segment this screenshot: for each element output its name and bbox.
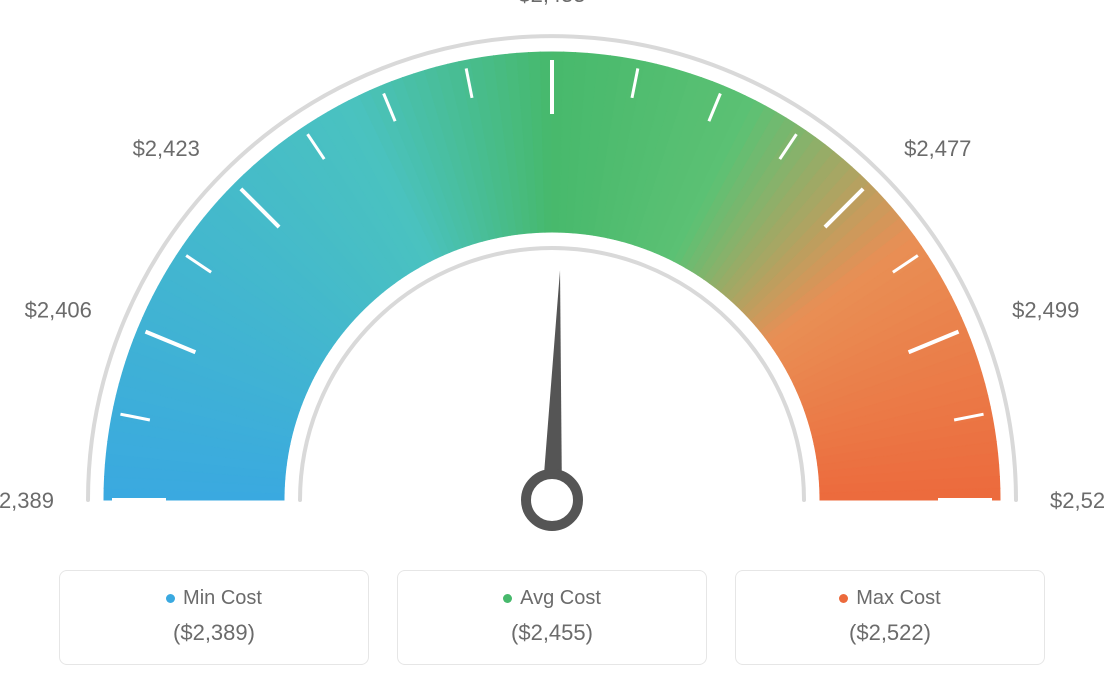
legend-card-max: Max Cost ($2,522) [735, 570, 1045, 665]
svg-text:$2,522: $2,522 [1050, 488, 1104, 513]
svg-text:$2,423: $2,423 [133, 136, 200, 161]
dot-icon [166, 594, 175, 603]
legend-label-text: Min Cost [183, 587, 262, 610]
legend-value-avg: ($2,455) [408, 620, 696, 646]
legend-value-min: ($2,389) [70, 620, 358, 646]
legend-label-max: Max Cost [839, 587, 940, 610]
svg-text:$2,499: $2,499 [1012, 297, 1079, 322]
legend-card-min: Min Cost ($2,389) [59, 570, 369, 665]
gauge-svg: $2,389 $2,406 $2,423 $2,455 $2,477 $2,499 $2,5… [0, 0, 1104, 560]
legend-label-min: Min Cost [166, 587, 262, 610]
dot-icon [839, 594, 848, 603]
svg-text:$2,477: $2,477 [904, 136, 971, 161]
legend-row: Min Cost ($2,389) Avg Cost ($2,455) Max … [50, 570, 1054, 665]
legend-value-max: ($2,522) [746, 620, 1034, 646]
dot-icon [503, 594, 512, 603]
svg-text:$2,406: $2,406 [25, 297, 92, 322]
gauge-chart: $2,389 $2,406 $2,423 $2,455 $2,477 $2,499 $2,5… [0, 0, 1104, 560]
legend-label-avg: Avg Cost [503, 587, 601, 610]
legend-label-text: Avg Cost [520, 587, 601, 610]
legend-card-avg: Avg Cost ($2,455) [397, 570, 707, 665]
svg-text:$2,455: $2,455 [518, 0, 585, 7]
svg-text:$2,389: $2,389 [0, 488, 54, 513]
legend-label-text: Max Cost [856, 587, 940, 610]
